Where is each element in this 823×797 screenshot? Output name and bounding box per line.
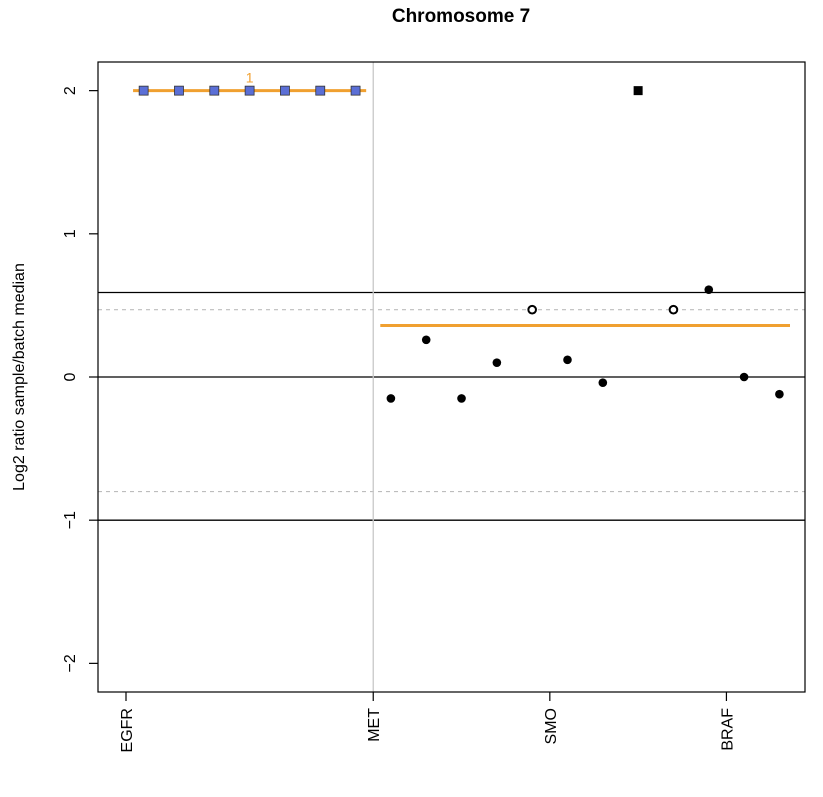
capped-point (138, 85, 149, 96)
data-point (421, 335, 431, 345)
data-point (563, 355, 572, 365)
segments: 1 (133, 70, 790, 327)
segment-label: 1 (246, 70, 254, 86)
data-point (739, 372, 749, 382)
data-points (138, 85, 784, 403)
capped-point (315, 85, 326, 96)
data-point (386, 394, 396, 403)
capped-point (244, 85, 255, 96)
data-point (598, 378, 608, 388)
data-point (457, 394, 466, 403)
open-point (668, 304, 679, 315)
capped-point (174, 85, 184, 96)
gene-label: SMO (543, 708, 560, 744)
data-point (704, 285, 714, 294)
y-tick-label: 1 (62, 229, 79, 238)
gene-label: EGFR (119, 708, 136, 752)
y-tick-label: −2 (62, 654, 79, 672)
chart-title: Chromosome 7 (392, 6, 530, 27)
reference-lines (98, 291, 805, 521)
y-tick-label: 2 (62, 86, 79, 95)
x-axis: EGFR MET SMO BRAF (119, 692, 736, 752)
data-point (492, 358, 502, 367)
square-point (633, 86, 643, 96)
gene-label: MET (366, 708, 383, 742)
y-axis: −2 −1 0 1 2 (62, 86, 98, 672)
y-axis-label: Log2 ratio sample/batch median (11, 263, 28, 491)
y-tick-label: −1 (62, 511, 79, 529)
y-tick-label: 0 (62, 372, 79, 381)
capped-point (350, 85, 361, 96)
data-point (775, 389, 784, 399)
capped-point (280, 85, 290, 96)
capped-point (209, 85, 220, 96)
gene-label: BRAF (719, 708, 736, 751)
open-point (527, 304, 537, 315)
